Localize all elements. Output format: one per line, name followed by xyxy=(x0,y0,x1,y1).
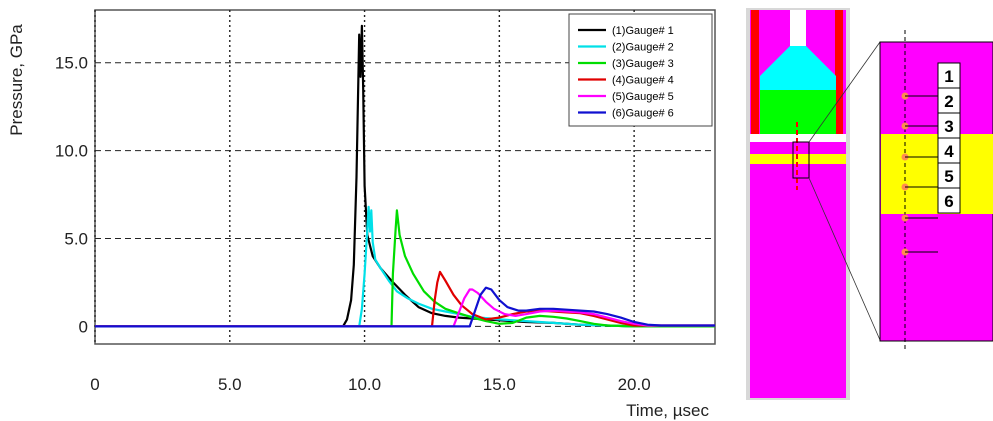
y-tick-labels: 0 5.0 10.0 15.0 xyxy=(55,54,88,337)
legend-label: (1)Gauge# 1 xyxy=(612,25,674,37)
y-tick-label: 15.0 xyxy=(55,54,88,73)
legend-label: (2)Gauge# 2 xyxy=(612,42,674,54)
gauge-label: 2 xyxy=(944,92,953,111)
y-tick-label: 0 xyxy=(79,317,88,336)
gauge-markers: 1 2 3 4 5 6 xyxy=(901,62,961,256)
x-tick-label: 20.0 xyxy=(618,375,651,394)
y-axis-label: Pressure, GPa xyxy=(7,24,26,136)
legend: (1)Gauge# 1 (2)Gauge# 2 (3)Gauge# 3 (4)Gaug… xyxy=(568,13,713,127)
x-tick-label: 15.0 xyxy=(483,375,516,394)
y-tick-label: 5.0 xyxy=(64,230,88,249)
gauge-label: 1 xyxy=(944,67,953,86)
gauge-label: 6 xyxy=(944,192,953,211)
series-line-gauge-5 xyxy=(95,288,715,328)
x-tick-labels: 0 5.0 10.0 15.0 20.0 xyxy=(90,375,650,394)
zoom-interlayer xyxy=(881,134,993,214)
legend-label: (3)Gauge# 3 xyxy=(612,58,674,70)
pressure-time-chart: 0 5.0 10.0 15.0 20.0 0 5.0 10.0 15.0 Time, µsec… xyxy=(7,9,716,420)
series-layer xyxy=(95,24,715,328)
gauge-label: 4 xyxy=(944,142,954,161)
legend-label: (4)Gauge# 4 xyxy=(612,75,674,87)
right-wall xyxy=(835,10,843,136)
series-line-gauge-4 xyxy=(95,270,715,328)
gauge-label: 3 xyxy=(944,117,953,136)
x-tick-label: 10.0 xyxy=(348,375,381,394)
x-tick-label: 5.0 xyxy=(218,375,242,394)
setup-schematic: 1 2 3 4 5 6 xyxy=(746,8,993,400)
series-line-gauge-6 xyxy=(95,286,715,328)
x-axis-label: Time, µsec xyxy=(626,401,709,420)
legend-label: (5)Gauge# 5 xyxy=(612,91,674,103)
projectile-body xyxy=(760,90,836,134)
legend-box xyxy=(568,13,713,127)
projectile-nose xyxy=(760,46,836,90)
legend-label: (6)Gauge# 6 xyxy=(612,108,674,120)
gauge-label: 5 xyxy=(944,167,953,186)
zoom-region xyxy=(792,141,810,179)
x-tick-label: 0 xyxy=(90,375,99,394)
gauge-label-box xyxy=(937,187,961,214)
series-line-gauge-2 xyxy=(95,205,715,328)
zoom-connector-top xyxy=(808,41,881,143)
zoom-connector-bottom xyxy=(808,177,881,341)
y-tick-label: 10.0 xyxy=(55,142,88,161)
left-wall xyxy=(751,10,759,136)
bore-gap xyxy=(790,10,806,46)
